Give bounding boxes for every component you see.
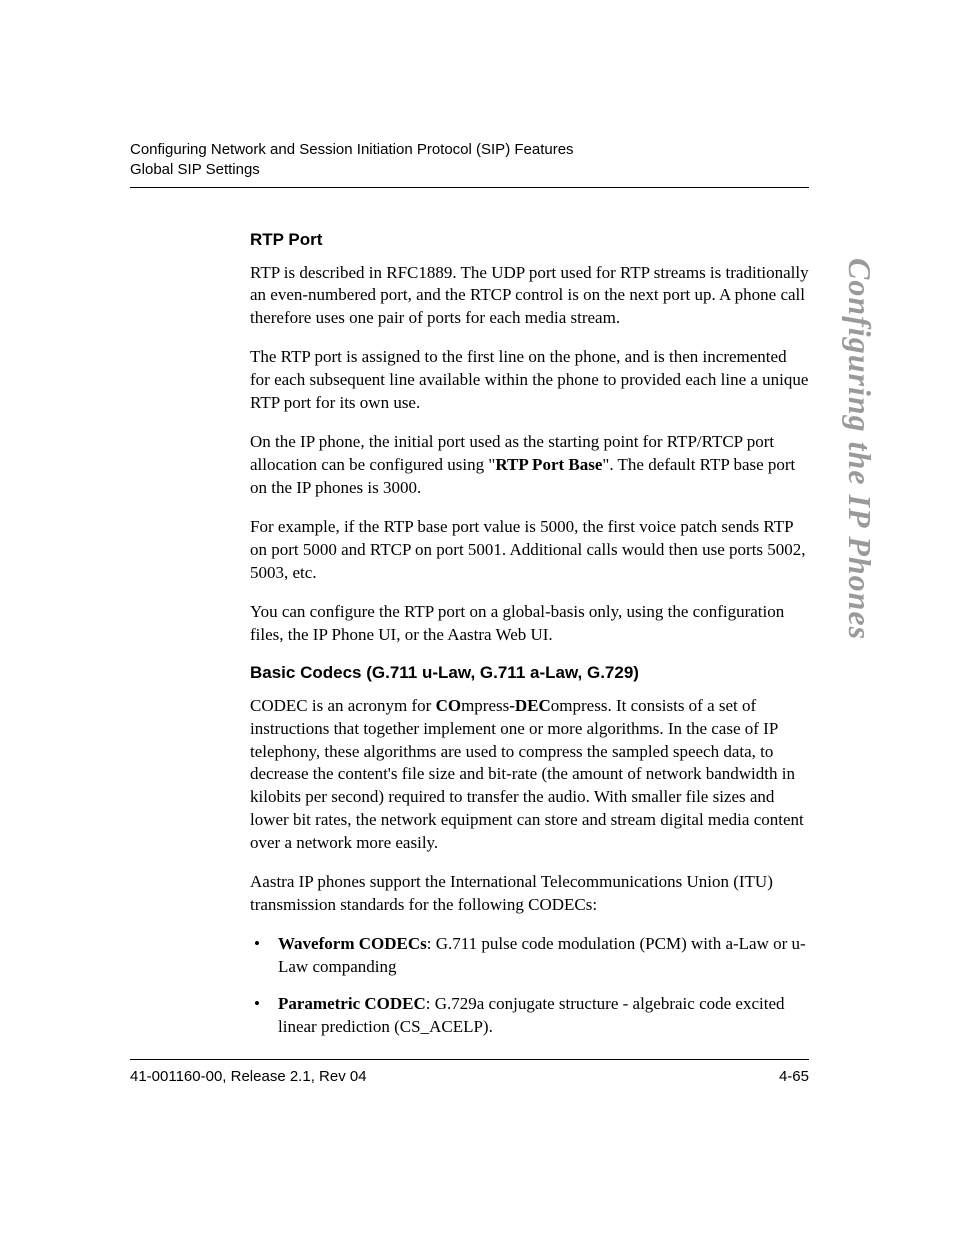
codecs-para-2: Aastra IP phones support the Internation… [250,871,809,917]
rtp-para-1: RTP is described in RFC1889. The UDP por… [250,262,809,331]
page-footer: 41-001160-00, Release 2.1, Rev 04 4-65 [130,1059,809,1085]
doc-id: 41-001160-00, Release 2.1, Rev 04 [130,1068,367,1085]
page-number: 4-65 [779,1068,809,1085]
list-item: Waveform CODECs: G.711 pulse code modula… [250,933,809,979]
codecs-list: Waveform CODECs: G.711 pulse code modula… [250,933,809,1039]
header-line-2: Global SIP Settings [130,160,809,180]
running-header: Configuring Network and Session Initiati… [130,140,809,188]
footer-rule [130,1059,809,1060]
rtp-port-heading: RTP Port [250,230,809,250]
rtp-para-3: On the IP phone, the initial port used a… [250,431,809,500]
codecs-heading: Basic Codecs (G.711 u-Law, G.711 a-Law, … [250,663,809,683]
rtp-para-5: You can configure the RTP port on a glob… [250,601,809,647]
rtp-para-4: For example, if the RTP base port value … [250,516,809,585]
rtp-port-base-term: RTP Port Base [495,455,602,474]
waveform-codecs-term: Waveform CODECs [278,934,427,953]
header-rule [130,187,809,188]
page: Configuring Network and Session Initiati… [0,0,954,1235]
header-line-1: Configuring Network and Session Initiati… [130,140,809,160]
parametric-codec-term: Parametric CODEC [278,994,426,1013]
list-item: Parametric CODEC: G.729a conjugate struc… [250,993,809,1039]
footer-row: 41-001160-00, Release 2.1, Rev 04 4-65 [130,1068,809,1085]
rtp-para-2: The RTP port is assigned to the first li… [250,346,809,415]
chapter-side-title: Configuring the IP Phones [841,258,878,640]
codecs-para-1: CODEC is an acronym for COmpress-DECompr… [250,695,809,856]
body-content: RTP Port RTP is described in RFC1889. Th… [250,230,809,1039]
